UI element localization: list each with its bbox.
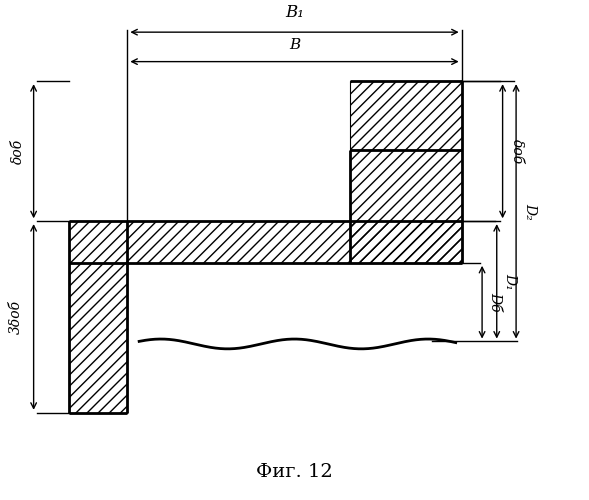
Text: δоб: δоб bbox=[11, 138, 25, 164]
Bar bbox=[69, 263, 127, 412]
Text: D₁: D₁ bbox=[503, 273, 517, 289]
Text: Dб: Dб bbox=[488, 292, 502, 312]
Text: D₂: D₂ bbox=[524, 203, 538, 220]
Text: δоб: δоб bbox=[510, 138, 524, 164]
Bar bbox=[69, 221, 462, 263]
Text: 3δоб: 3δоб bbox=[9, 300, 23, 334]
Bar bbox=[350, 82, 462, 150]
Text: Фиг. 12: Фиг. 12 bbox=[256, 464, 333, 481]
Text: B₁: B₁ bbox=[285, 4, 304, 21]
Bar bbox=[350, 150, 462, 263]
Text: B: B bbox=[289, 38, 300, 52]
